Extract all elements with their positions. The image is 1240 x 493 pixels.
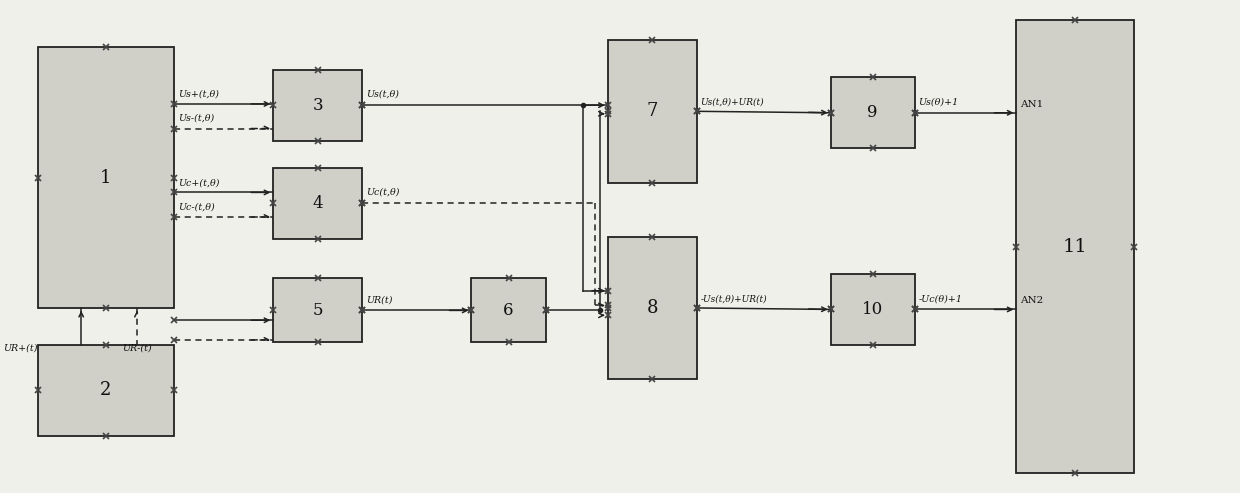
Text: Us(t,θ)+UR(t): Us(t,θ)+UR(t) (701, 98, 764, 106)
Text: Uc-(t,θ): Uc-(t,θ) (177, 202, 215, 211)
Text: 3: 3 (312, 97, 324, 114)
Text: -Us(t,θ)+UR(t): -Us(t,θ)+UR(t) (701, 294, 768, 303)
Text: 7: 7 (646, 103, 658, 120)
Text: Uc(t,θ): Uc(t,θ) (366, 187, 399, 196)
Text: AN2: AN2 (1021, 296, 1043, 306)
Text: 11: 11 (1063, 238, 1087, 255)
Bar (471, 279, 546, 342)
Text: 6: 6 (503, 302, 513, 319)
Text: Uc+(t,θ): Uc+(t,θ) (177, 178, 219, 187)
Text: Us+(t,θ): Us+(t,θ) (177, 89, 218, 98)
Bar (273, 168, 362, 239)
Text: UR-(t): UR-(t) (122, 343, 151, 352)
Text: 8: 8 (646, 299, 658, 317)
Text: 2: 2 (100, 381, 112, 399)
Text: UR+(t): UR+(t) (4, 343, 37, 352)
Bar (1017, 20, 1135, 473)
Text: -Uc(θ)+1: -Uc(θ)+1 (919, 294, 962, 304)
Text: 10: 10 (862, 301, 883, 317)
Bar (831, 77, 915, 148)
Text: Us(t,θ): Us(t,θ) (366, 89, 399, 98)
Bar (38, 47, 174, 308)
Text: Us-(t,θ): Us-(t,θ) (177, 113, 215, 123)
Bar (273, 279, 362, 342)
Bar (273, 70, 362, 141)
Bar (38, 345, 174, 436)
Text: 5: 5 (312, 302, 324, 319)
Bar (608, 40, 697, 182)
Text: Us(θ)+1: Us(θ)+1 (919, 98, 959, 107)
Bar (608, 237, 697, 379)
Text: AN1: AN1 (1021, 100, 1043, 109)
Text: 4: 4 (312, 195, 324, 212)
Bar (831, 274, 915, 345)
Text: 9: 9 (868, 104, 878, 121)
Text: UR(t): UR(t) (366, 295, 393, 305)
Text: 1: 1 (100, 169, 112, 187)
